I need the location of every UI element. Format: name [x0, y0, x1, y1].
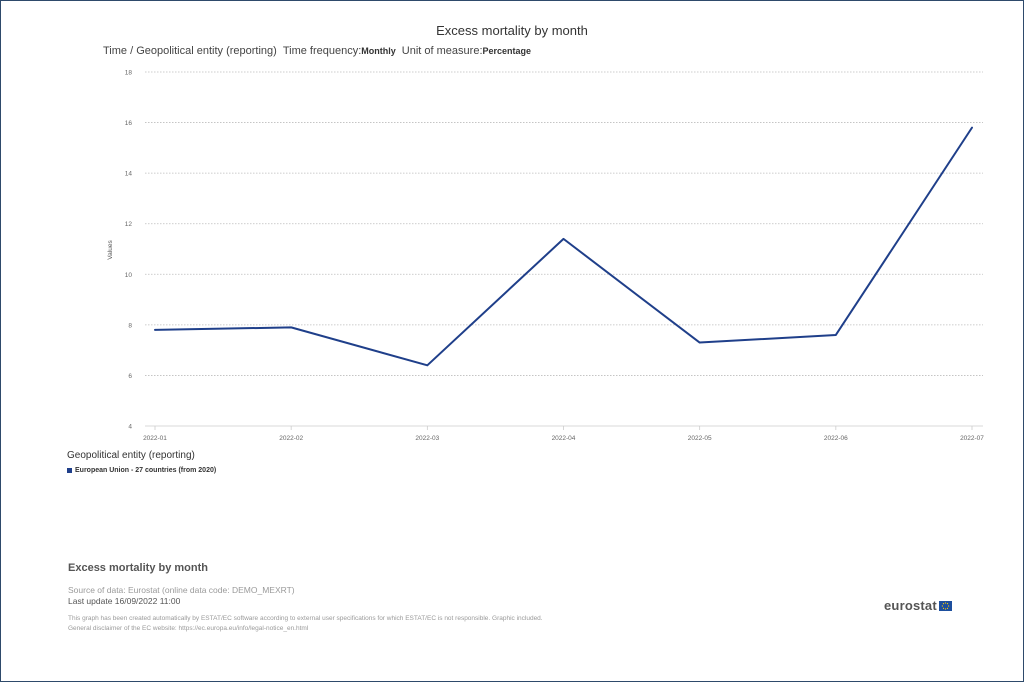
- disclaimer-text: This graph has been created automaticall…: [68, 615, 543, 622]
- last-update-text: Last update 16/09/2022 11:00: [68, 596, 181, 606]
- unit-value: Percentage: [482, 46, 532, 56]
- y-tick-label: 10: [125, 272, 133, 279]
- frequency-label: Time frequency:: [282, 45, 362, 57]
- y-tick-label: 6: [128, 373, 132, 380]
- chart-subtitle: Time / Geopolitical entity (reporting) Ti…: [103, 45, 531, 57]
- legend-title: Geopolitical entity (reporting): [67, 450, 195, 461]
- y-tick-label: 4: [128, 424, 132, 431]
- data-point[interactable]: [561, 236, 566, 241]
- data-point[interactable]: [153, 327, 158, 332]
- y-axis-label: Values: [107, 240, 114, 260]
- series-line[interactable]: [154, 126, 973, 367]
- x-tick-label: 2022-05: [688, 435, 712, 442]
- data-point[interactable]: [697, 340, 702, 345]
- data-point[interactable]: [289, 325, 294, 330]
- data-point[interactable]: [833, 332, 838, 337]
- y-tick-label: 18: [125, 70, 133, 77]
- y-tick-label: 16: [125, 120, 133, 127]
- chart-title: Excess mortality by month: [436, 23, 588, 38]
- unit-label: Unit of measure:: [401, 45, 483, 57]
- frequency-value: Monthly: [361, 46, 396, 56]
- logo-text: eurostat: [884, 598, 937, 613]
- data-point[interactable]: [425, 363, 430, 368]
- y-tick-label: 14: [125, 171, 133, 178]
- x-tick-label: 2022-07: [960, 435, 984, 442]
- disclaimer-link-text: General disclaimer of the EC website: ht…: [68, 625, 309, 632]
- data-point[interactable]: [970, 125, 975, 130]
- eurostat-logo: eurostat: [884, 598, 952, 613]
- eu-flag-icon: [938, 600, 952, 611]
- x-tick-label: 2022-06: [824, 435, 848, 442]
- legend-item[interactable]: European Union - 27 countries (from 2020…: [67, 467, 216, 474]
- x-tick-label: 2022-03: [415, 435, 439, 442]
- footer-title: Excess mortality by month: [68, 562, 208, 574]
- y-tick-label: 8: [128, 322, 132, 329]
- y-tick-label: 12: [125, 221, 133, 228]
- legend-swatch: [67, 468, 72, 473]
- x-tick-label: 2022-01: [143, 435, 167, 442]
- legend-item-label: European Union - 27 countries (from 2020…: [75, 467, 217, 474]
- x-tick-label: 2022-02: [279, 435, 303, 442]
- x-tick-label: 2022-04: [552, 435, 576, 442]
- subtitle-dimensions: Time / Geopolitical entity (reporting): [103, 45, 277, 57]
- source-text: Source of data: Eurostat (online data co…: [68, 585, 295, 595]
